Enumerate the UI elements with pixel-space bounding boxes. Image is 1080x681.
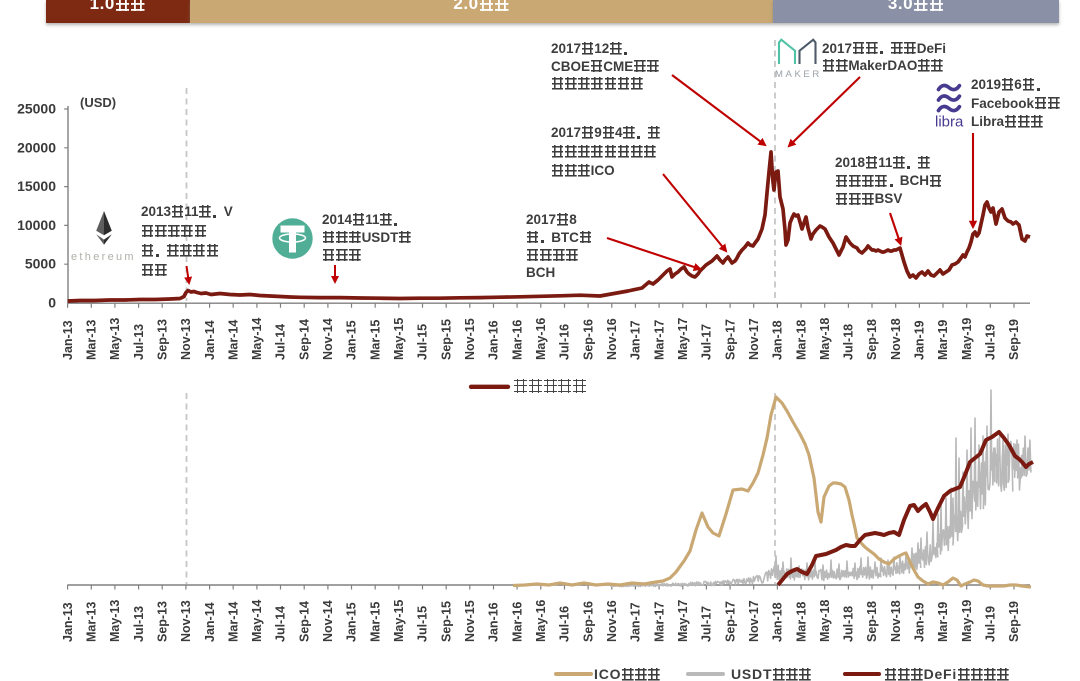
svg-text:25000: 25000 bbox=[17, 101, 56, 117]
svg-text:Mar-13: Mar-13 bbox=[85, 320, 99, 360]
svg-text:May-14: May-14 bbox=[250, 600, 264, 642]
svg-text:Mar-14: Mar-14 bbox=[226, 602, 240, 642]
svg-text:Sep-18: Sep-18 bbox=[865, 601, 879, 642]
svg-text:Mar-13: Mar-13 bbox=[85, 602, 99, 642]
svg-text:15000: 15000 bbox=[17, 178, 56, 194]
svg-text:Nov-14: Nov-14 bbox=[321, 318, 335, 360]
svg-text:Jan-13: Jan-13 bbox=[61, 320, 75, 360]
svg-text:20000: 20000 bbox=[17, 139, 56, 155]
svg-text:Jan-14: Jan-14 bbox=[203, 320, 217, 360]
svg-text:Nov-13: Nov-13 bbox=[179, 318, 193, 360]
svg-text:Jan-19: Jan-19 bbox=[913, 602, 927, 642]
svg-text:Jul-13: Jul-13 bbox=[132, 606, 146, 642]
svg-text:Sep-19: Sep-19 bbox=[1007, 319, 1021, 360]
svg-text:10000: 10000 bbox=[17, 217, 56, 233]
svg-text:Jan-14: Jan-14 bbox=[203, 602, 217, 642]
svg-text:Sep-19: Sep-19 bbox=[1007, 601, 1021, 642]
svg-text:May-18: May-18 bbox=[818, 318, 832, 360]
svg-text:Jan-17: Jan-17 bbox=[629, 602, 643, 642]
svg-text:Jul-15: Jul-15 bbox=[416, 606, 430, 642]
svg-text:MAKER: MAKER bbox=[775, 69, 822, 80]
svg-text:Mar-17: Mar-17 bbox=[652, 320, 666, 360]
svg-text:May-16: May-16 bbox=[534, 318, 548, 360]
svg-text:Nov-15: Nov-15 bbox=[463, 318, 477, 360]
svg-text:Jan-19: Jan-19 bbox=[913, 320, 927, 360]
svg-text:Jul-14: Jul-14 bbox=[274, 606, 288, 642]
svg-text:Nov-15: Nov-15 bbox=[463, 600, 477, 642]
svg-text:May-14: May-14 bbox=[250, 318, 264, 360]
svg-text:May-15: May-15 bbox=[392, 318, 406, 360]
svg-text:May-15: May-15 bbox=[392, 600, 406, 642]
svg-text:Jul-19: Jul-19 bbox=[984, 606, 998, 642]
svg-text:Sep-17: Sep-17 bbox=[723, 601, 737, 642]
svg-text:Jan-18: Jan-18 bbox=[771, 602, 785, 642]
svg-text:Jan-18: Jan-18 bbox=[771, 320, 785, 360]
svg-text:Mar-14: Mar-14 bbox=[226, 320, 240, 360]
svg-text:Sep-14: Sep-14 bbox=[297, 601, 311, 642]
svg-text:Jul-19: Jul-19 bbox=[984, 324, 998, 360]
svg-text:Sep-13: Sep-13 bbox=[155, 601, 169, 642]
svg-text:Jul-17: Jul-17 bbox=[700, 606, 714, 642]
svg-text:Jul-17: Jul-17 bbox=[700, 324, 714, 360]
svg-text:Mar-16: Mar-16 bbox=[510, 602, 524, 642]
svg-text:May-17: May-17 bbox=[676, 318, 690, 360]
svg-text:Jan-15: Jan-15 bbox=[345, 320, 359, 360]
svg-text:Mar-18: Mar-18 bbox=[794, 602, 808, 642]
svg-text:ethereum: ethereum bbox=[71, 251, 136, 263]
svg-text:Nov-17: Nov-17 bbox=[747, 600, 761, 642]
svg-text:Jul-16: Jul-16 bbox=[558, 324, 572, 360]
svg-text:Jul-15: Jul-15 bbox=[416, 324, 430, 360]
svg-text:Sep-18: Sep-18 bbox=[865, 319, 879, 360]
svg-text:Jul-18: Jul-18 bbox=[842, 606, 856, 642]
svg-text:Jan-17: Jan-17 bbox=[629, 320, 643, 360]
svg-text:Sep-16: Sep-16 bbox=[581, 601, 595, 642]
svg-text:May-18: May-18 bbox=[818, 600, 832, 642]
svg-text:5000: 5000 bbox=[25, 256, 56, 272]
svg-text:Sep-15: Sep-15 bbox=[439, 601, 453, 642]
svg-text:Mar-15: Mar-15 bbox=[368, 320, 382, 360]
svg-text:Jul-18: Jul-18 bbox=[842, 324, 856, 360]
svg-text:Jul-13: Jul-13 bbox=[132, 324, 146, 360]
svg-text:Sep-16: Sep-16 bbox=[581, 319, 595, 360]
svg-text:Sep-17: Sep-17 bbox=[723, 319, 737, 360]
svg-text:Jan-13: Jan-13 bbox=[61, 602, 75, 642]
svg-text:Nov-16: Nov-16 bbox=[605, 600, 619, 642]
svg-text:Nov-14: Nov-14 bbox=[321, 600, 335, 642]
svg-text:libra: libra bbox=[935, 114, 964, 131]
svg-text:Mar-18: Mar-18 bbox=[794, 320, 808, 360]
svg-text:May-13: May-13 bbox=[108, 600, 122, 642]
svg-text:Mar-15: Mar-15 bbox=[368, 602, 382, 642]
svg-text:Jan-16: Jan-16 bbox=[487, 320, 501, 360]
svg-text:May-19: May-19 bbox=[960, 600, 974, 642]
svg-text:Sep-14: Sep-14 bbox=[297, 319, 311, 360]
svg-text:0: 0 bbox=[48, 295, 56, 311]
svg-text:Sep-13: Sep-13 bbox=[155, 319, 169, 360]
svg-text:Mar-17: Mar-17 bbox=[652, 602, 666, 642]
svg-text:May-16: May-16 bbox=[534, 600, 548, 642]
svg-text:Nov-18: Nov-18 bbox=[889, 600, 903, 642]
svg-text:Jul-14: Jul-14 bbox=[274, 324, 288, 360]
svg-text:Nov-16: Nov-16 bbox=[605, 318, 619, 360]
svg-text:Jul-16: Jul-16 bbox=[558, 606, 572, 642]
svg-text:May-13: May-13 bbox=[108, 318, 122, 360]
svg-text:Mar-19: Mar-19 bbox=[936, 602, 950, 642]
svg-text:May-19: May-19 bbox=[960, 318, 974, 360]
svg-text:(USD): (USD) bbox=[80, 95, 116, 110]
svg-text:Nov-17: Nov-17 bbox=[747, 318, 761, 360]
svg-text:Mar-16: Mar-16 bbox=[510, 320, 524, 360]
svg-text:Sep-15: Sep-15 bbox=[439, 319, 453, 360]
svg-text:May-17: May-17 bbox=[676, 600, 690, 642]
svg-text:Mar-19: Mar-19 bbox=[936, 320, 950, 360]
svg-text:Nov-18: Nov-18 bbox=[889, 318, 903, 360]
svg-text:Nov-13: Nov-13 bbox=[179, 600, 193, 642]
svg-text:Jan-16: Jan-16 bbox=[487, 602, 501, 642]
svg-text:Jan-15: Jan-15 bbox=[345, 602, 359, 642]
